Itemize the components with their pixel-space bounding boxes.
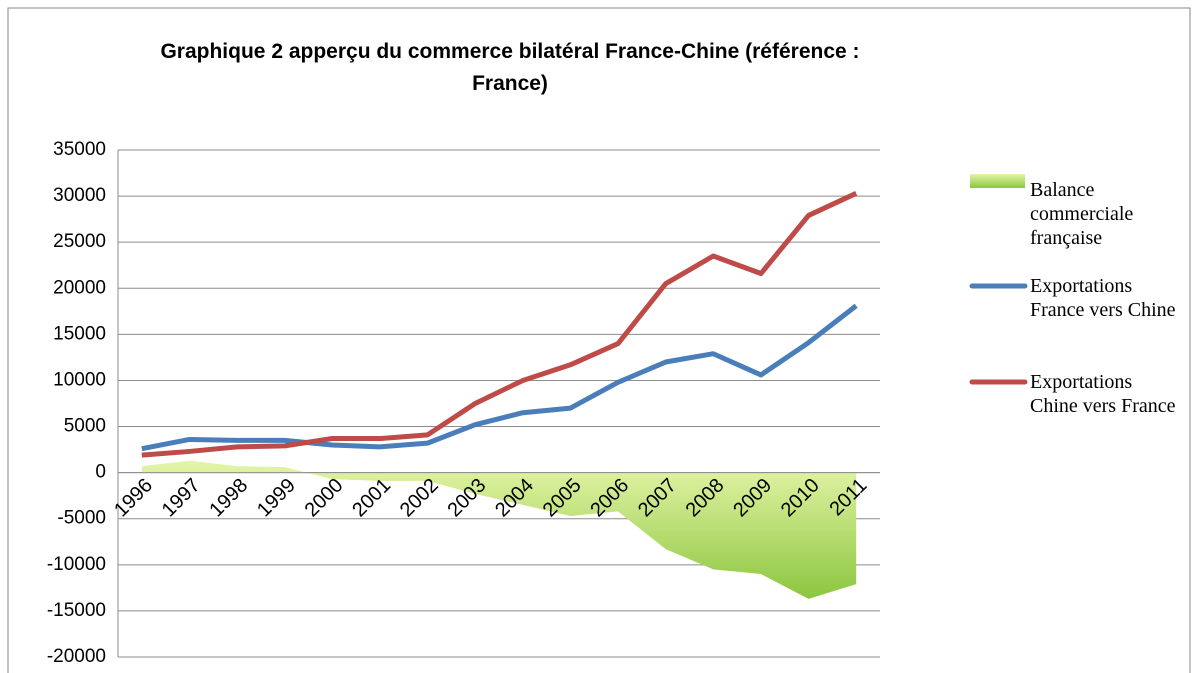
y-tick-label: 20000 bbox=[53, 277, 106, 298]
y-tick-label: -20000 bbox=[47, 646, 106, 667]
x-tick-label: 1996 bbox=[110, 474, 157, 521]
y-tick-label: 30000 bbox=[53, 185, 106, 206]
x-tick-label: 2001 bbox=[348, 474, 395, 521]
legend-label: Balance commerciale française bbox=[1030, 179, 1134, 249]
y-tick-label: 10000 bbox=[53, 369, 106, 390]
y-tick-label: -15000 bbox=[47, 600, 106, 621]
legend-swatch bbox=[970, 174, 1025, 188]
x-tick-label: 1999 bbox=[253, 474, 300, 521]
y-tick-label: 15000 bbox=[53, 323, 106, 344]
y-tick-label: 0 bbox=[95, 462, 106, 483]
frame bbox=[7, 7, 1191, 673]
y-tick-label: 5000 bbox=[64, 416, 106, 437]
legend-label: Exportations Chine vers France bbox=[1030, 371, 1176, 417]
x-tick-label: 1998 bbox=[205, 474, 252, 521]
y-tick-label: -5000 bbox=[57, 508, 106, 529]
y-tick-label: 25000 bbox=[53, 231, 106, 252]
line bbox=[141, 191, 858, 458]
chart-title: Graphique 2 apperçu du commerce bilatéra… bbox=[160, 40, 860, 95]
line bbox=[141, 303, 858, 452]
x-tick-label: 2000 bbox=[301, 474, 348, 521]
y-tick-label: -10000 bbox=[47, 554, 106, 575]
legend-label: Exportations France vers Chine bbox=[1030, 275, 1176, 321]
area bbox=[141, 460, 857, 599]
x-tick-label: 1997 bbox=[158, 474, 205, 521]
y-tick-label: 35000 bbox=[53, 139, 106, 160]
